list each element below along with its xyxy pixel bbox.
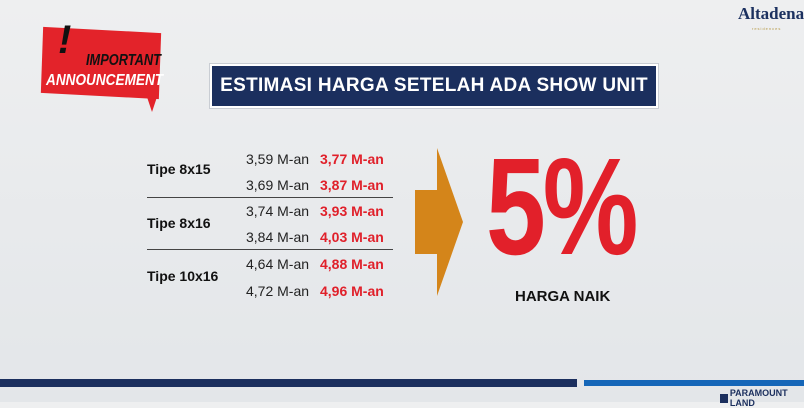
type-label: Tipe 10x16 — [147, 268, 219, 284]
new-price: 3,77 M-an — [320, 151, 384, 167]
new-price: 3,87 M-an — [320, 177, 384, 193]
paramount-land-logo: PARAMOUNT LAND — [720, 388, 804, 408]
announcement-line2: ANNOUNCEMENT — [46, 72, 164, 89]
footer-bar-navy — [0, 379, 577, 387]
old-price: 3,69 M-an — [246, 177, 310, 193]
important-announcement-badge: ! IMPORTANT ANNOUNCEMENT — [36, 16, 166, 114]
new-price: 3,93 M-an — [320, 203, 384, 219]
new-price: 4,96 M-an — [320, 283, 384, 299]
paramount-logo-icon — [720, 393, 728, 403]
old-price: 4,64 M-an — [246, 256, 310, 272]
old-price: 3,74 M-an — [246, 203, 310, 219]
altadena-logo: Altadena — [738, 4, 804, 23]
altadena-logo-tagline: residences — [752, 26, 782, 31]
row-divider — [147, 249, 393, 250]
exclamation-icon: ! — [58, 18, 72, 62]
new-price: 4,88 M-an — [320, 256, 384, 272]
old-price: 3,84 M-an — [246, 229, 310, 245]
paramount-brand: PARAMOUNT LAND — [729, 388, 788, 408]
footer-bar-blue — [584, 380, 804, 386]
increase-percentage: 5% — [486, 130, 638, 284]
type-label: Tipe 8x16 — [147, 215, 211, 231]
row-divider — [147, 197, 393, 198]
arrow-right-icon — [415, 148, 463, 296]
old-price: 3,59 M-an — [246, 151, 310, 167]
announcement-line1: IMPORTANT — [86, 52, 161, 69]
new-price: 4,03 M-an — [320, 229, 384, 245]
speech-bubble-tail — [146, 94, 158, 112]
old-price: 4,72 M-an — [246, 283, 310, 299]
increase-label: HARGA NAIK — [515, 288, 611, 305]
type-label: Tipe 8x15 — [147, 161, 211, 177]
page-title: ESTIMASI HARGA SETELAH ADA SHOW UNIT — [210, 64, 658, 108]
